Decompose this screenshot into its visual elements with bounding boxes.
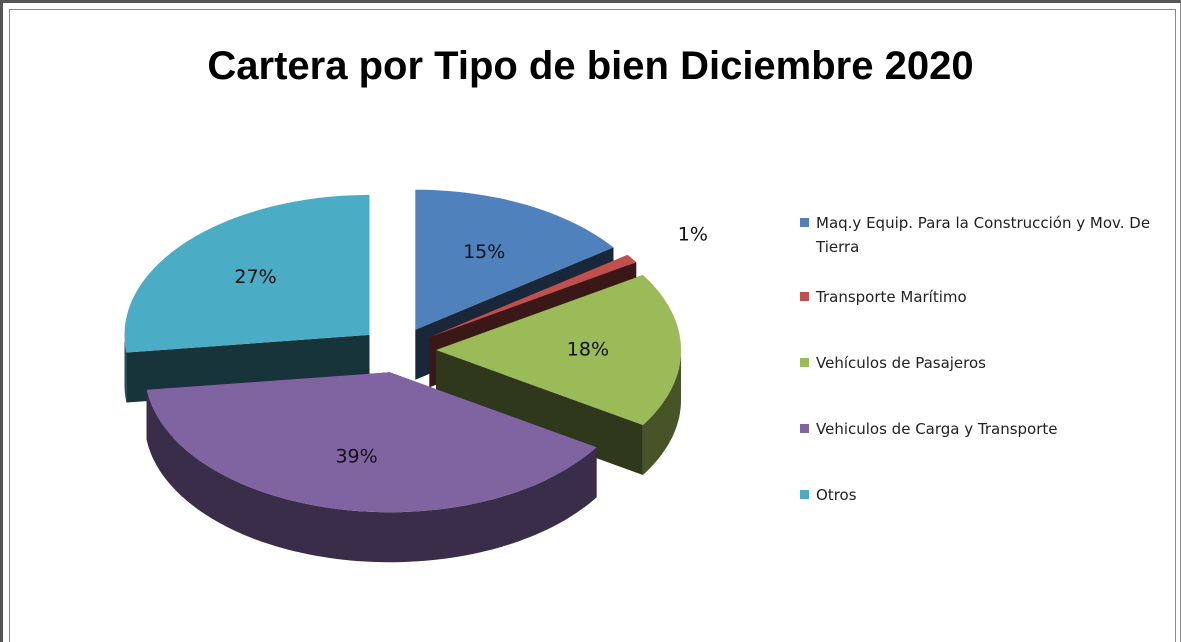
chart-area [9,9,1176,642]
slice-side [124,334,127,403]
legend-label: Maq.y Equip. Para la Construcción y Mov.… [816,214,1151,256]
slice-side [146,389,597,563]
slice [124,194,370,403]
data-label: 18% [567,339,609,361]
legend-swatch [800,358,809,367]
slice-top [415,189,614,330]
legend-item: Vehiculos de Carga y Transporte [800,417,1181,441]
legend-swatch [800,292,809,301]
legend-item: Maq.y Equip. Para la Construcción y Mov.… [800,211,1181,259]
slice-top [146,372,597,513]
data-label: 15% [463,241,505,263]
legend-label: Transporte Marítimo [816,288,967,306]
slice-top [124,194,370,353]
slice [436,275,681,475]
slice-top [436,275,681,425]
slice [146,372,597,563]
legend-item: Otros [800,483,1181,507]
legend-label: Vehiculos de Carga y Transporte [816,420,1058,438]
slice-side [642,350,681,475]
legend-item: Transporte Marítimo [800,285,1181,309]
legend-swatch [800,218,809,227]
slice-top [429,254,637,338]
legend-swatch [800,490,809,499]
legend-label: Vehículos de Pasajeros [816,354,986,372]
data-label: 1% [678,223,708,245]
legend-item: Vehículos de Pasajeros [800,351,1181,375]
chart-title: Cartera por Tipo de bien Diciembre 2020 [207,44,974,88]
legend-swatch [800,424,809,433]
data-label: 39% [335,445,377,467]
slice-cut-face [436,350,643,475]
data-label: 27% [234,266,276,288]
legend-label: Otros [816,486,857,504]
